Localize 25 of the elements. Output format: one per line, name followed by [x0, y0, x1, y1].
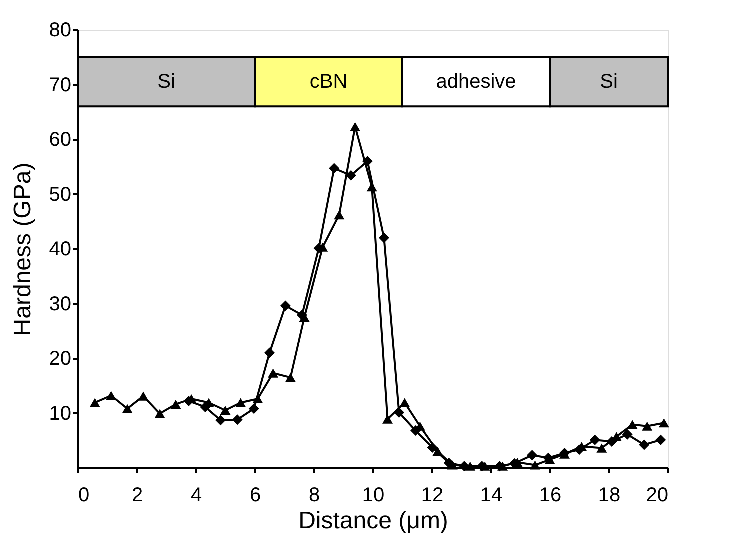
x-tick-label: 6 — [250, 484, 262, 506]
x-tick-label: 14 — [480, 484, 503, 506]
x-tick-label: 0 — [78, 484, 90, 506]
band-label: cBN — [310, 71, 348, 94]
x-tick-label: 8 — [308, 484, 320, 506]
band-label: adhesive — [436, 71, 516, 94]
y-tick-label: 50 — [49, 184, 72, 206]
y-tick-label: 80 — [49, 20, 72, 42]
x-tick-label: 4 — [190, 484, 202, 506]
y-tick-label: 70 — [49, 74, 72, 96]
band-label: Si — [600, 71, 618, 94]
band-label: Si — [158, 71, 176, 94]
x-tick-label: 18 — [598, 484, 621, 506]
y-tick-label: 20 — [49, 348, 72, 370]
x-tick-label: 12 — [421, 484, 444, 506]
x-tick-label: 16 — [539, 484, 562, 506]
x-tick-label: 20 — [646, 484, 668, 506]
y-tick-label: 30 — [49, 293, 72, 316]
x-tick-label: 10 — [362, 484, 385, 506]
x-tick-label: 2 — [132, 484, 144, 506]
y-tick-label: 40 — [49, 238, 72, 260]
y-axis-title: Hardness (GPa) — [9, 162, 36, 336]
x-axis-title: Distance (μm) — [298, 508, 448, 534]
y-tick-label: 10 — [49, 402, 72, 425]
y-tick-label: 60 — [49, 129, 72, 151]
